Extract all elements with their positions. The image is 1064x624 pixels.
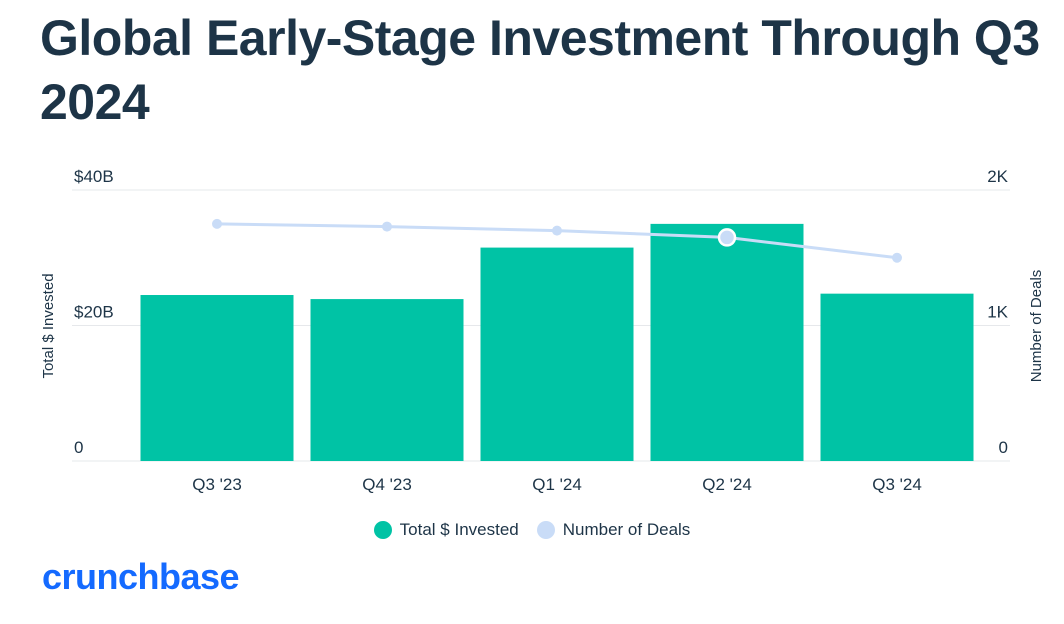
legend: Total $ Invested Number of Deals: [0, 520, 1064, 540]
bar-3: [650, 223, 804, 461]
legend-item-deals[interactable]: Number of Deals: [536, 520, 691, 540]
y2-axis-title: Number of Deals: [1028, 270, 1045, 383]
deals-point-1: [382, 221, 392, 232]
legend-swatch-invested: [373, 521, 392, 539]
x-tick-label-0: Q3 '23: [192, 475, 242, 494]
y-tick-label-2: $40B: [74, 167, 114, 186]
y2-tick-label-0: 0: [999, 438, 1008, 457]
legend-label-invested: Total $ Invested: [399, 520, 519, 539]
deals-point-4: [892, 252, 902, 263]
legend-item-invested[interactable]: Total $ Invested: [373, 520, 519, 540]
legend-swatch-deals: [536, 521, 555, 539]
bar-2: [480, 247, 634, 461]
y-axis-title: Total $ Invested: [40, 273, 57, 378]
chart-canvas: 0 $20B $40B 0 1K 2K Total $ Invested Number of …: [40, 167, 1045, 494]
chart-title: Global Early-Stage Investment Through Q3…: [40, 10, 1040, 130]
deals-point-2: [552, 225, 562, 236]
deals-point-3: [717, 228, 737, 247]
bar-4: [820, 293, 974, 461]
deals-point-0: [212, 218, 222, 229]
crunchbase-logo: crunchbase: [42, 556, 240, 597]
y-tick-label-1: $20B: [74, 303, 114, 322]
x-tick-label-1: Q4 '23: [362, 475, 412, 494]
bar-0: [140, 295, 294, 461]
y2-tick-label-2: 2K: [987, 167, 1008, 186]
legend-label-deals: Number of Deals: [562, 520, 691, 539]
y-tick-label-0: 0: [74, 438, 83, 457]
y2-tick-label-1: 1K: [987, 303, 1008, 322]
x-tick-label-2: Q1 '24: [532, 475, 582, 494]
x-tick-label-4: Q3 '24: [872, 475, 922, 494]
bar-1: [310, 299, 464, 461]
x-tick-label-3: Q2 '24: [702, 475, 752, 494]
